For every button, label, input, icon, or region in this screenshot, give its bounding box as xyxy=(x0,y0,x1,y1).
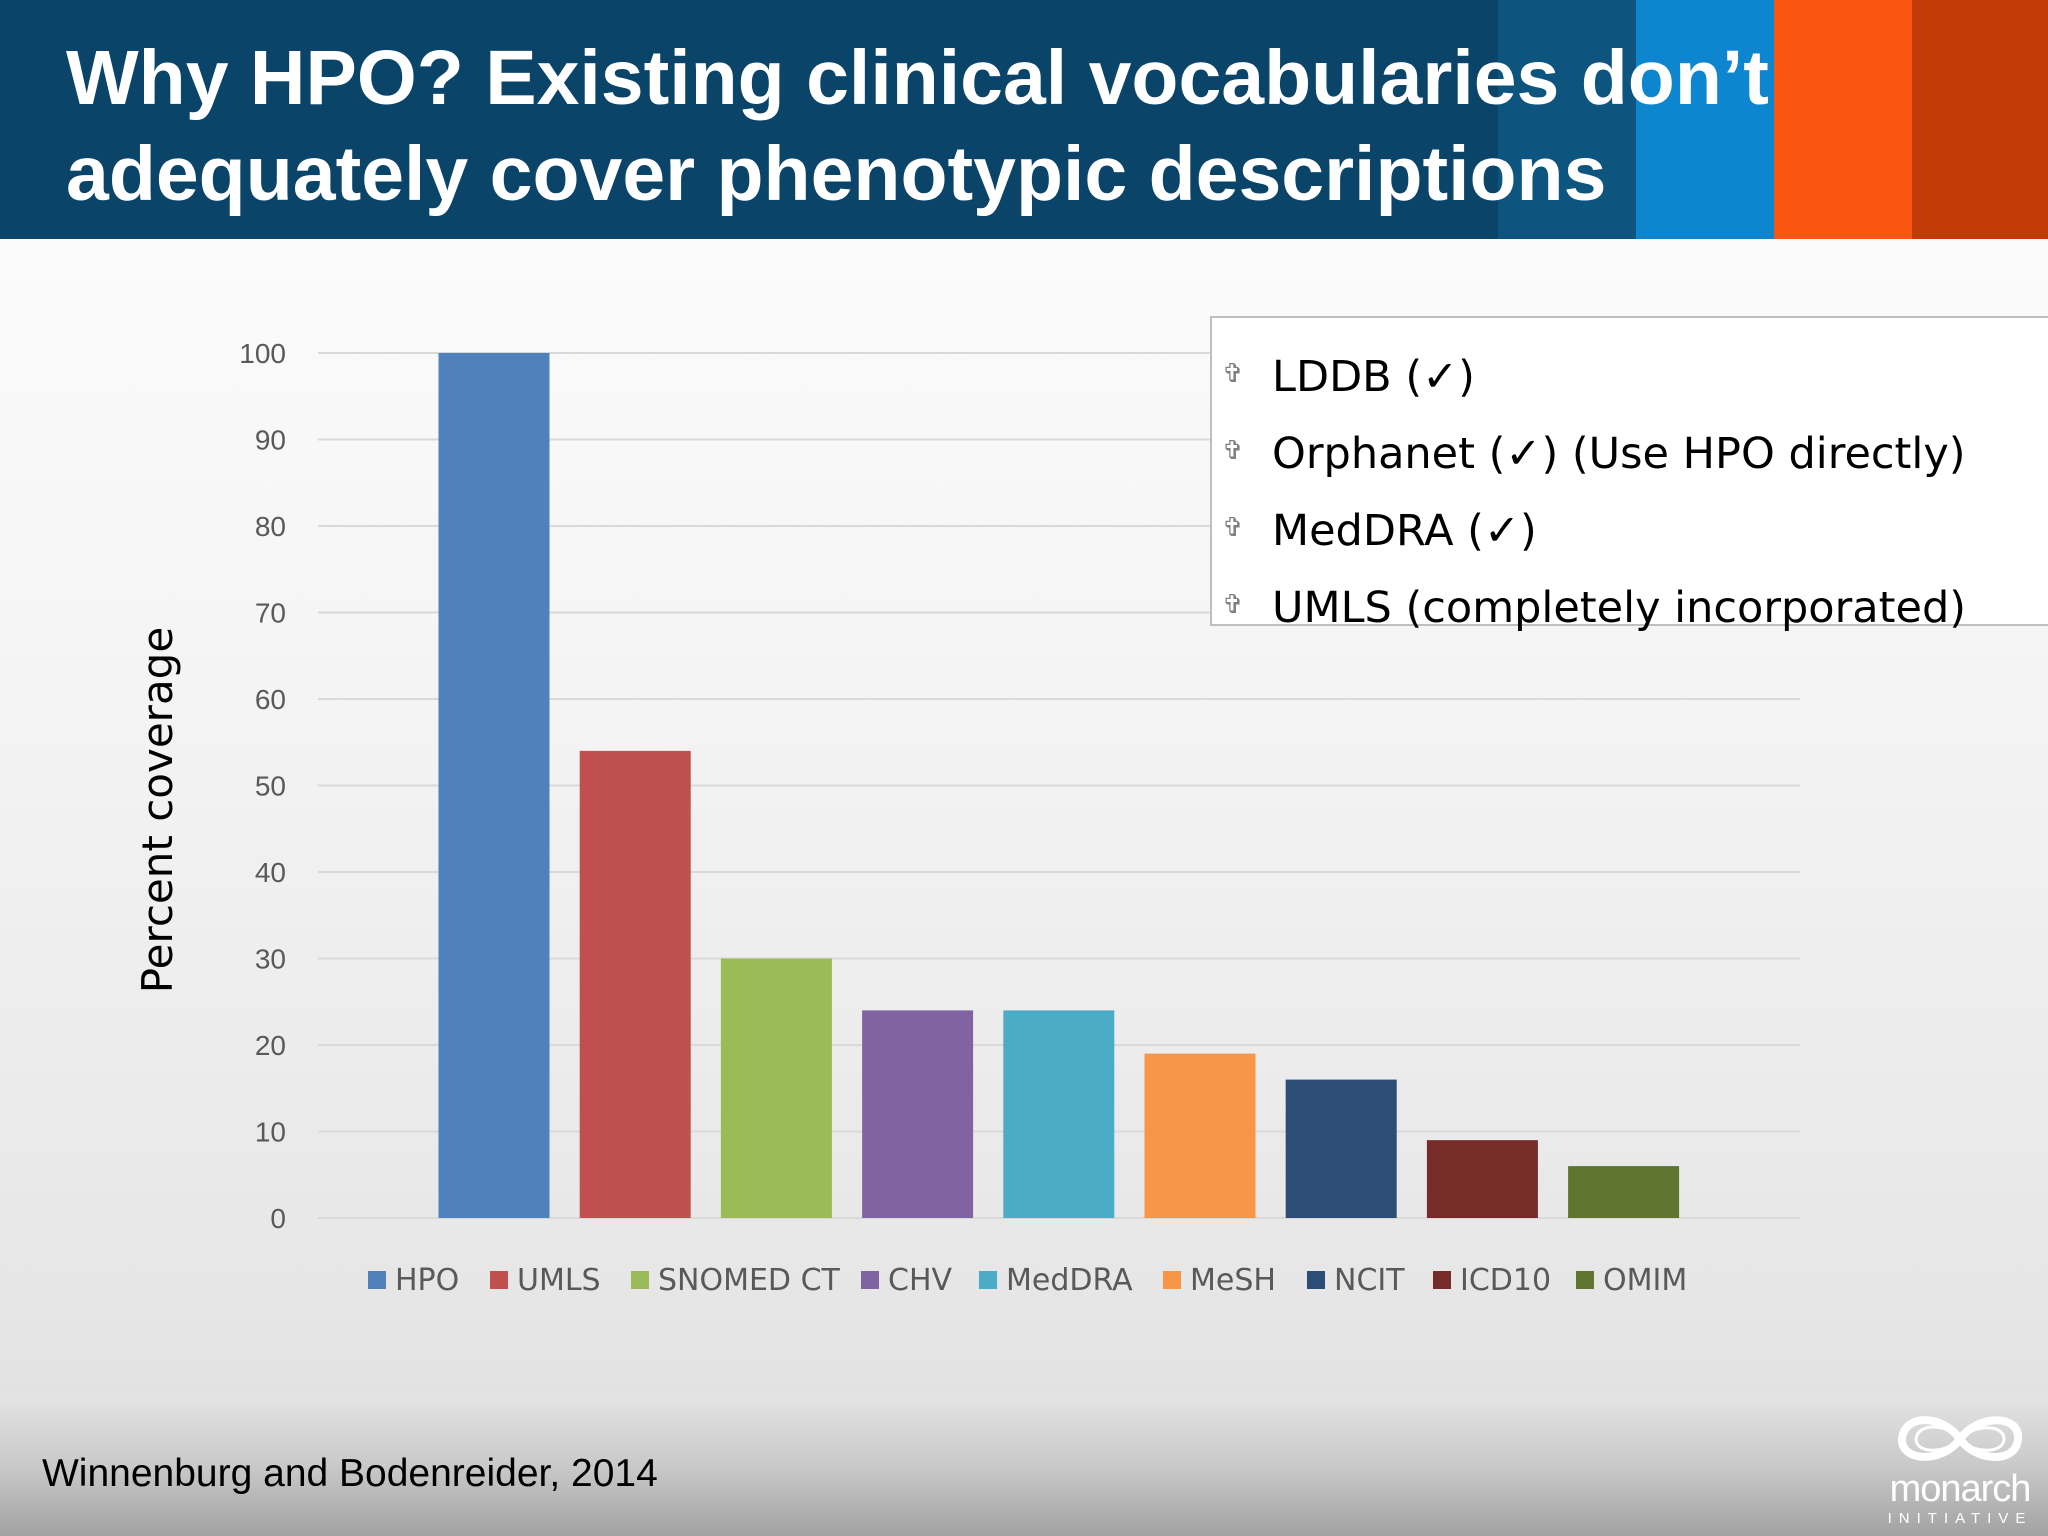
legend-swatch xyxy=(861,1271,879,1289)
y-tick-label: 50 xyxy=(255,771,286,802)
slide-title-line: adequately cover phenotypic descriptions xyxy=(66,131,1607,217)
cross-bullet-icon: ✞ xyxy=(1222,436,1244,466)
legend-label: MeSH xyxy=(1190,1263,1276,1298)
y-tick-label: 10 xyxy=(255,1117,286,1148)
y-tick-label: 20 xyxy=(255,1030,286,1061)
legend-swatch xyxy=(368,1271,386,1289)
y-tick-label: 40 xyxy=(255,857,286,888)
note-item: ✞ Orphanet (✓) (Use HPO directly) xyxy=(1212,424,2048,484)
y-tick-label: 30 xyxy=(255,944,286,975)
banner-stripe xyxy=(1498,0,1636,239)
legend-label: UMLS xyxy=(517,1263,601,1298)
note-item: ✞ MedDRA (✓) xyxy=(1212,501,2048,561)
notes-box: ✞ LDDB (✓) ✞ Orphanet (✓) (Use HPO direc… xyxy=(1210,316,2048,633)
legend-swatch xyxy=(631,1271,649,1289)
legend-swatch xyxy=(1307,1271,1325,1289)
note-text: LDDB (✓) xyxy=(1272,352,1475,402)
y-tick-label: 80 xyxy=(255,511,286,542)
legend-swatch xyxy=(979,1271,997,1289)
bar-omim xyxy=(1568,1166,1680,1218)
y-tick-label: 0 xyxy=(270,1203,286,1234)
title-banner: Why HPO? Existing clinical vocabularies … xyxy=(0,0,2048,239)
y-tick-label: 60 xyxy=(255,684,286,715)
footer-band xyxy=(0,1396,2048,1536)
legend-label: NCIT xyxy=(1334,1263,1405,1298)
logo-wordmark: monarch xyxy=(1889,1468,2032,1510)
cross-bullet-icon: ✞ xyxy=(1222,513,1244,543)
note-item: ✞ UMLS (completely incorporated) xyxy=(1212,578,2048,638)
note-text: UMLS (completely incorporated) xyxy=(1272,583,1967,633)
cross-bullet-icon: ✞ xyxy=(1222,590,1244,620)
bar-umls xyxy=(579,750,691,1218)
bar-chv xyxy=(862,1010,974,1218)
citation: Winnenburg and Bodenreider, 2014 xyxy=(42,1452,658,1495)
note-text: MedDRA (✓) xyxy=(1272,506,1537,556)
banner-stripe xyxy=(1912,0,2048,239)
monarch-logo: monarch INITIATIVE xyxy=(1880,1402,2040,1532)
bar-mesh xyxy=(1144,1053,1256,1218)
y-tick-label: 100 xyxy=(239,338,286,369)
legend-label: CHV xyxy=(888,1263,953,1298)
note-item: ✞ LDDB (✓) xyxy=(1212,347,2048,407)
logo-subtitle: INITIATIVE xyxy=(1887,1510,2033,1527)
legend-label: SNOMED CT xyxy=(658,1263,841,1298)
legend-swatch xyxy=(1163,1271,1181,1289)
legend-swatch xyxy=(1576,1271,1594,1289)
note-text: Orphanet (✓) (Use HPO directly) xyxy=(1272,429,1966,479)
bar-meddra xyxy=(1003,1010,1115,1218)
slide-title: Why HPO? Existing clinical vocabularies … xyxy=(66,30,1966,222)
legend-swatch xyxy=(1433,1271,1451,1289)
legend-label: OMIM xyxy=(1603,1263,1687,1298)
legend-label: HPO xyxy=(395,1263,459,1298)
y-axis-label: Percent coverage xyxy=(133,627,182,993)
y-tick-label: 70 xyxy=(255,598,286,629)
banner-stripe xyxy=(1636,0,1774,239)
bar-ncit xyxy=(1285,1079,1397,1218)
legend-label: ICD10 xyxy=(1460,1263,1551,1298)
legend-swatch xyxy=(490,1271,508,1289)
legend-label: MedDRA xyxy=(1006,1263,1133,1298)
y-tick-label: 90 xyxy=(255,425,286,456)
cross-bullet-icon: ✞ xyxy=(1222,359,1244,389)
slide-title-line: Why HPO? Existing clinical vocabularies … xyxy=(66,35,1769,121)
bar-icd10 xyxy=(1426,1140,1538,1218)
bar-snomed-ct xyxy=(720,958,832,1218)
infinity-logo-icon xyxy=(1898,1416,2022,1461)
banner-stripe xyxy=(1774,0,1912,239)
bar-hpo xyxy=(438,353,550,1218)
